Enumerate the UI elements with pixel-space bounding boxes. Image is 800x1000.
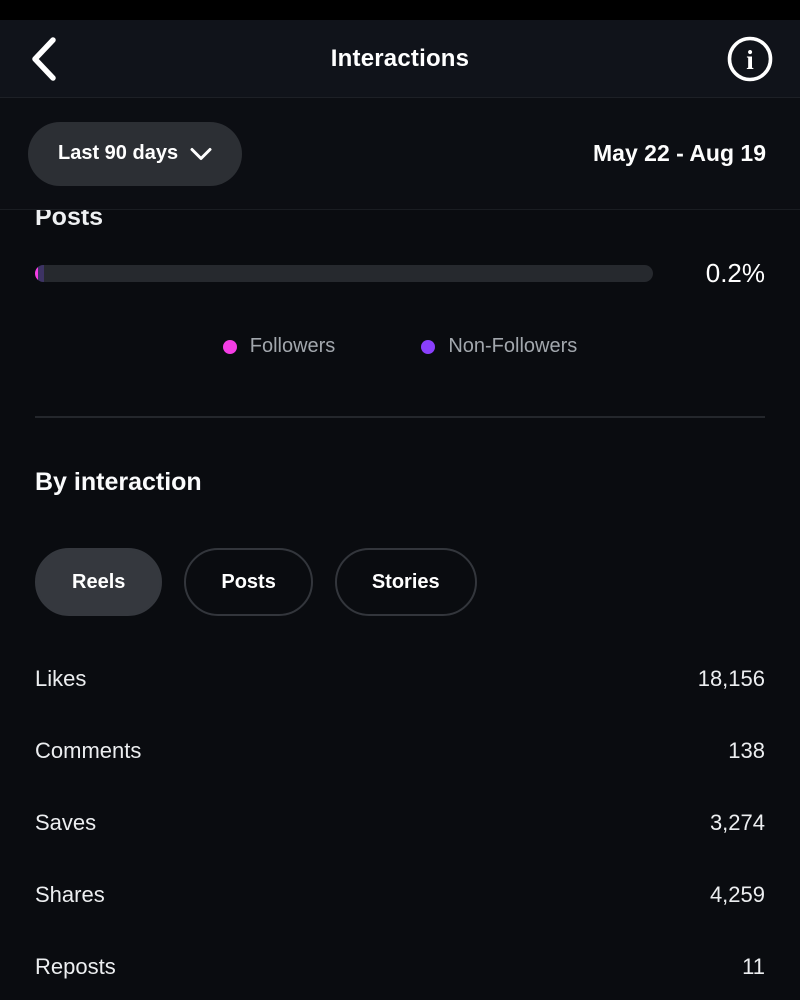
date-range-text: May 22 - Aug 19 bbox=[593, 140, 766, 166]
posts-section-title: Posts bbox=[35, 210, 104, 231]
progress-percent-value: 0.2% bbox=[705, 258, 765, 288]
metric-value: 4,259 bbox=[709, 882, 765, 907]
metrics-list: Likes 18,156 Comments 138 Saves 3,274 Sh… bbox=[0, 643, 800, 1000]
metric-value: 138 bbox=[728, 738, 765, 763]
tab-stories[interactable]: Stories bbox=[334, 548, 477, 616]
metric-value: 11 bbox=[742, 954, 765, 979]
info-button[interactable]: i bbox=[720, 20, 780, 97]
info-circle-icon: i bbox=[726, 35, 774, 83]
legend-item-non-followers: Non-Followers bbox=[421, 335, 577, 358]
filter-bar: Last 90 days May 22 - Aug 19 bbox=[0, 98, 800, 210]
legend-label: Non-Followers bbox=[448, 335, 578, 357]
page-title: Interactions bbox=[330, 44, 470, 72]
non-followers-dot-icon bbox=[421, 339, 436, 354]
metric-label: Saves bbox=[35, 810, 97, 835]
date-range-dropdown[interactable]: Last 90 days bbox=[28, 121, 243, 186]
section-divider bbox=[35, 416, 765, 418]
legend-item-followers: Followers bbox=[222, 335, 336, 358]
header: Interactions i bbox=[0, 20, 800, 98]
svg-text:i: i bbox=[746, 45, 754, 75]
legend: Followers Non-Followers bbox=[0, 335, 800, 358]
tab-posts[interactable]: Posts bbox=[184, 548, 313, 616]
metric-value: 3,274 bbox=[709, 810, 765, 835]
metric-label: Likes bbox=[35, 666, 87, 691]
metric-row-comments: Comments 138 bbox=[0, 715, 800, 787]
status-bar-strip bbox=[0, 0, 800, 20]
tab-reels[interactable]: Reels bbox=[35, 548, 163, 616]
non-followers-bar-segment bbox=[38, 265, 44, 282]
metric-label: Reposts bbox=[35, 954, 116, 979]
followers-dot-icon bbox=[222, 339, 237, 354]
metric-row-saves: Saves 3,274 bbox=[0, 787, 800, 859]
chevron-left-icon bbox=[30, 36, 58, 82]
posts-section-title-clipped: Posts bbox=[35, 210, 765, 236]
legend-label: Followers bbox=[249, 335, 336, 357]
followers-bar-segment bbox=[35, 265, 38, 282]
followers-progress-row: 0.2% bbox=[35, 258, 765, 289]
metric-row-shares: Shares 4,259 bbox=[0, 859, 800, 931]
chevron-down-icon bbox=[190, 147, 212, 161]
metric-row-likes: Likes 18,156 bbox=[0, 643, 800, 715]
followers-progress-bar bbox=[35, 265, 653, 282]
by-interaction-heading: By interaction bbox=[35, 468, 202, 496]
back-button[interactable] bbox=[14, 20, 74, 97]
date-range-dropdown-label: Last 90 days bbox=[58, 142, 179, 164]
metric-label: Comments bbox=[35, 738, 142, 763]
content-type-tabs: Reels Posts Stories bbox=[35, 548, 800, 616]
metric-label: Shares bbox=[35, 882, 105, 907]
metric-value: 18,156 bbox=[697, 666, 765, 691]
metric-row-reposts: Reposts 11 bbox=[0, 931, 800, 1000]
